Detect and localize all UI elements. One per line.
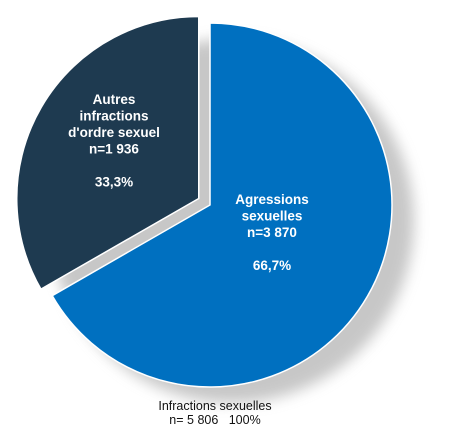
- pie-slice-label-line: n=3 870: [247, 225, 297, 240]
- pie-slice-label-line: Autres: [93, 92, 136, 107]
- pie-slice-label-line: sexuelles: [242, 209, 303, 224]
- footer-total-label: Infractions sexuelles: [158, 399, 272, 413]
- pie-slice-label-line: n=1 936: [89, 141, 139, 156]
- pie-slice-label-1: Agressions sexuelles n=3 870 66,7%: [235, 192, 309, 273]
- pie-slice-label-line: Agressions: [235, 192, 309, 207]
- pie-slice-label-line: infractions: [79, 108, 148, 123]
- pie-slice-label-line: 66,7%: [253, 258, 291, 273]
- pie-slice-label-line: d'ordre sexuel: [68, 125, 160, 140]
- pie-slice-2: [16, 15, 200, 291]
- pie-slice-1: [51, 22, 393, 388]
- pie-slice-label-2: Autres infractions d'ordre sexuel n=1 936 33…: [68, 92, 160, 190]
- pie-labels: Agressions sexuelles n=3 870 66,7% Autres inf…: [68, 92, 309, 273]
- chart-footer: Infractions sexuelles n= 5 806 100%: [0, 399, 430, 427]
- pie-slices: [16, 15, 393, 388]
- footer-total-count: n= 5 806 100%: [169, 413, 261, 427]
- pie-slice-label-line: 33,3%: [95, 174, 133, 189]
